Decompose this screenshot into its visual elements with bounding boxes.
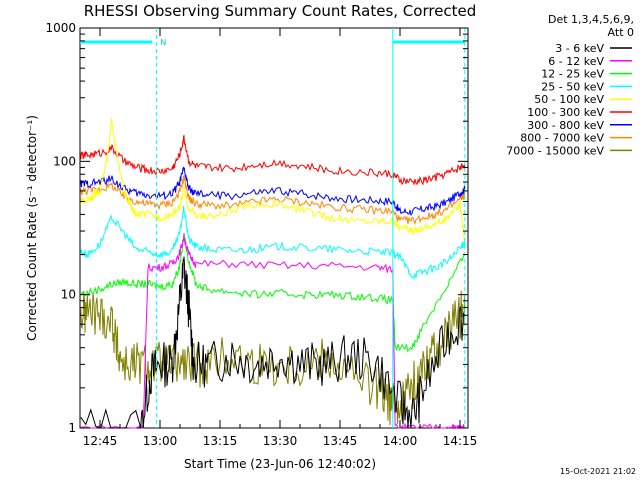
overlay-layer: N — [80, 28, 466, 428]
x-tick-label: 14:15 — [443, 434, 478, 448]
legend-label: 7000 - 15000 keV — [506, 144, 604, 157]
x-axis: 12:45 13:00 13:15 13:30 13:45 14:00 14:15 — [83, 28, 478, 448]
x-tick-label: 13:00 — [143, 434, 178, 448]
legend-header-line-1: Det 1,3,4,5,6,9, — [548, 13, 634, 26]
x-tick-label: 12:45 — [83, 434, 118, 448]
legend-label: 25 - 50 keV — [541, 80, 604, 93]
series-line — [80, 175, 466, 226]
y-tick-label: 1 — [68, 421, 76, 435]
y-axis: 1 10 100 1000 — [45, 21, 468, 435]
series-line — [80, 166, 466, 216]
x-tick-label: 13:15 — [203, 434, 238, 448]
legend-label: 6 - 12 keV — [548, 55, 604, 68]
series-line — [80, 205, 466, 280]
series-layer — [80, 118, 466, 430]
series-line — [80, 256, 466, 429]
y-tick-label: 100 — [53, 154, 76, 168]
series-line — [80, 233, 465, 430]
series-line — [80, 134, 466, 186]
footer-date: 15-Oct-2021 21:02 — [560, 467, 636, 476]
legend-label: 50 - 100 keV — [534, 93, 604, 106]
series-line — [80, 118, 466, 242]
x-tick-label: 13:30 — [263, 434, 298, 448]
y-tick-label: 1000 — [45, 21, 76, 35]
x-tick-label: 14:00 — [383, 434, 418, 448]
series-line — [80, 290, 466, 426]
legend-header-line-2: Att 0 — [608, 26, 634, 39]
flag-label: N — [160, 38, 166, 47]
x-tick-label: 13:45 — [323, 434, 358, 448]
x-axis-label: Start Time (23-Jun-06 12:40:02) — [184, 457, 376, 471]
legend-label: 12 - 25 keV — [541, 68, 604, 81]
plot-frame — [79, 27, 469, 429]
legend-label: 800 - 7000 keV — [520, 132, 604, 145]
series-line — [80, 233, 466, 353]
y-tick-label: 10 — [61, 288, 76, 302]
chart-title: RHESSI Observing Summary Count Rates, Co… — [84, 2, 477, 20]
y-axis-label: Corrected Count Rate (s⁻¹ detector⁻¹) — [25, 115, 39, 341]
legend-label: 100 - 300 keV — [527, 106, 604, 119]
legend-label: 3 - 6 keV — [555, 42, 604, 55]
legend-label: 300 - 800 keV — [527, 119, 604, 132]
plot-area — [79, 27, 469, 429]
